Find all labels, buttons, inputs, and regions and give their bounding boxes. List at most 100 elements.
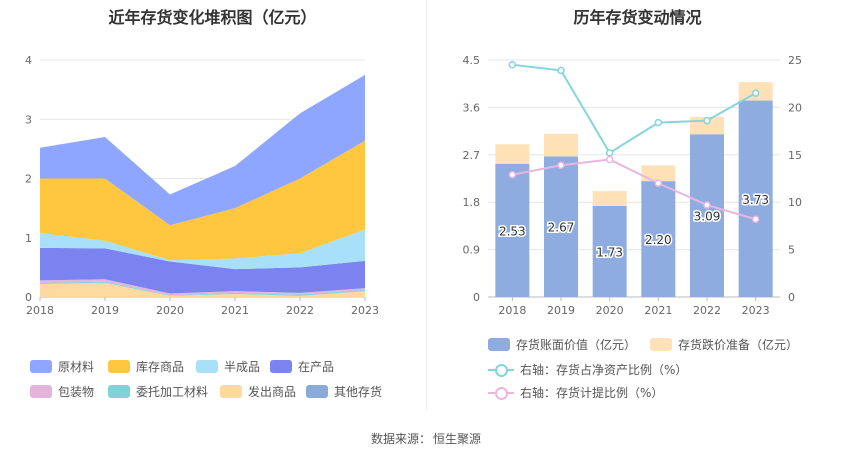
y-tick-label: 4.5 (463, 54, 481, 67)
y-tick-label: 3 (25, 113, 32, 126)
line-point (557, 66, 565, 75)
legend-item-semi-finished[interactable]: 半成品 (196, 358, 260, 375)
area-series (40, 74, 365, 226)
legend-swatch (30, 360, 52, 373)
x-tick-label: 2020 (596, 304, 624, 317)
bar-impairment (592, 191, 627, 206)
x-tick-label: 2023 (742, 304, 770, 317)
bar-data-label: 2.67 (548, 221, 575, 235)
legend-item-other-inventory[interactable]: 其他存货 (306, 383, 382, 400)
bar-impairment (641, 165, 676, 182)
legend-line-marker (488, 386, 514, 400)
bar-impairment (495, 144, 530, 164)
y-tick-label: 4 (25, 54, 32, 67)
legend-swatch (220, 385, 242, 398)
area-series (40, 282, 365, 297)
y2-tick-label: 10 (788, 196, 802, 209)
legend-item-stock-goods[interactable]: 库存商品 (108, 358, 184, 375)
legend-swatch (650, 338, 672, 351)
line-point (703, 201, 711, 209)
x-tick-label: 2019 (547, 304, 575, 317)
source-name: 恒生聚源 (433, 432, 482, 446)
legend-label: 包装物 (58, 385, 95, 399)
y-tick-label: 0 (25, 291, 32, 304)
bar-book-value (641, 181, 676, 297)
bar-data-label: 3.09 (694, 210, 721, 224)
legend-item-packaging[interactable]: 包装物 (30, 383, 94, 400)
line-point (605, 155, 614, 164)
y2-tick-label: 25 (788, 54, 802, 67)
x-tick-label: 2022 (693, 304, 721, 317)
y-tick-label: 0.9 (463, 244, 481, 257)
bar-data-label: 2.20 (645, 233, 672, 247)
line-point (654, 118, 663, 127)
left-chart-title: 近年存货变化堆积图（亿元） (108, 8, 317, 27)
legend-item-raw-material[interactable]: 原材料 (30, 358, 94, 375)
legend-label: 其他存货 (334, 385, 383, 399)
y2-tick-label: 5 (788, 244, 795, 257)
x-tick-label: 2023 (351, 304, 379, 317)
legend-item-shipped-goods[interactable]: 发出商品 (220, 383, 296, 400)
legend-label: 右轴：存货计提比例（%） (520, 386, 664, 400)
area-series (40, 247, 365, 294)
x-tick-label: 2021 (644, 304, 672, 317)
bar-book-value (495, 163, 530, 297)
y-tick-label: 3.6 (463, 101, 481, 114)
legend-item-net-asset-ratio[interactable]: 右轴：存货占净资产比例（%） (488, 361, 687, 378)
panel-divider (426, 0, 427, 410)
bar-book-value (544, 156, 578, 297)
area-series (40, 279, 365, 296)
area-series (40, 229, 365, 270)
legend-swatch (270, 360, 292, 373)
legend-item-impairment[interactable]: 存货跌价准备（亿元） (650, 336, 798, 353)
bar-impairment (544, 133, 578, 157)
source-label: 数据来源： (370, 432, 431, 446)
legend-label: 在产品 (298, 360, 335, 374)
legend-swatch (488, 338, 510, 351)
x-tick-label: 2018 (26, 304, 54, 317)
line-point (557, 161, 565, 169)
area-series (40, 140, 365, 261)
legend-swatch (306, 385, 328, 398)
bar-data-label: 1.73 (596, 245, 623, 259)
x-tick-label: 2021 (221, 304, 249, 317)
x-tick-label: 2018 (498, 304, 526, 317)
legend-item-wip[interactable]: 在产品 (270, 358, 334, 375)
area-series (40, 281, 365, 296)
legend-label: 右轴：存货占净资产比例（%） (520, 363, 688, 377)
line-series (512, 158, 756, 221)
bar-data-label: 2.53 (499, 224, 526, 238)
stacked-bar-line-chart: 0 0.9 1.8 2.7 3.6 4.5 0 5 10 15 20 25 2018 2019 2020 20… (463, 54, 803, 317)
line-point (605, 149, 614, 157)
bar-book-value (592, 205, 627, 297)
legend-swatch (196, 360, 218, 373)
y-tick-label: 0 (473, 291, 480, 304)
line-point (751, 215, 760, 224)
y2-tick-label: 0 (788, 291, 795, 304)
y2-tick-label: 15 (788, 149, 802, 162)
right-chart-title: 历年存货变动情况 (573, 8, 702, 27)
y-tick-label: 1 (25, 232, 32, 245)
data-source: 数据来源： 恒生聚源 (0, 430, 850, 447)
bar-book-value (738, 100, 773, 297)
legend-label: 库存商品 (136, 360, 185, 374)
legend-swatch (108, 385, 130, 398)
legend-item-provision-ratio[interactable]: 右轴：存货计提比例（%） (488, 384, 663, 401)
legend-label: 发出商品 (248, 385, 297, 399)
legend-item-book-value[interactable]: 存货账面价值（亿元） (488, 336, 636, 353)
stacked-area-chart: 0 1 2 3 4 2018 2019 2020 2021 2022 2023 (25, 54, 379, 317)
line-point (654, 179, 663, 187)
y2-tick-label: 20 (788, 101, 802, 114)
x-tick-label: 2019 (91, 304, 119, 317)
legend-label: 原材料 (58, 360, 95, 374)
x-tick-label: 2022 (286, 304, 314, 317)
y-tick-label: 2 (25, 173, 32, 186)
line-series (512, 63, 757, 155)
y-tick-label: 1.8 (463, 196, 481, 209)
line-point (508, 60, 517, 69)
y-tick-label: 2.7 (463, 149, 481, 162)
legend-label: 半成品 (224, 360, 261, 374)
legend-swatch (108, 360, 130, 373)
line-point (703, 116, 711, 125)
legend-item-consigned-material[interactable]: 委托加工材料 (108, 383, 208, 400)
